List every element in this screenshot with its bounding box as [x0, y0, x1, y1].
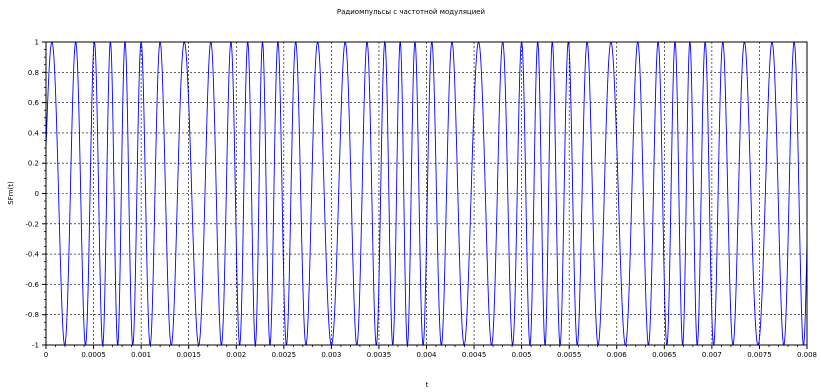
y-tick-label: 0.4 — [28, 129, 40, 137]
x-tick-label: 0.002 — [226, 351, 246, 359]
x-tick-label: 0.0065 — [652, 351, 677, 359]
chart-title: Радиомпульсы с частотной модуляцией — [337, 8, 485, 16]
x-tick-label: 0.0045 — [462, 351, 487, 359]
plot-frame — [45, 41, 808, 346]
x-tick-label: 0.0025 — [272, 351, 297, 359]
grid — [45, 41, 808, 346]
x-tick-label: 0.0005 — [81, 351, 106, 359]
y-tick-label: 0.2 — [28, 160, 39, 168]
y-axis-label: SFm(t) — [7, 181, 15, 205]
y-tick-label: 0.8 — [28, 69, 39, 77]
x-tick-label: 0.003 — [321, 351, 341, 359]
x-tick-label: 0.0015 — [176, 351, 201, 359]
x-tick-label: 0.0055 — [557, 351, 582, 359]
x-tick-label: 0.007 — [702, 351, 722, 359]
x-axis-label: t — [426, 381, 429, 389]
x-tick-label: 0 — [44, 351, 48, 359]
x-tick-label: 0.008 — [797, 351, 817, 359]
x-tick-label: 0.004 — [416, 351, 437, 359]
y-tick-label: -0.2 — [25, 220, 39, 228]
series-line — [45, 40, 808, 347]
y-tick-label: -0.4 — [25, 251, 39, 259]
x-tick-label: 0.0035 — [367, 351, 392, 359]
y-tick-label: -0.6 — [25, 281, 39, 289]
y-tick-label: -1 — [32, 342, 39, 350]
y-tick-label: 0.6 — [28, 99, 40, 107]
series-layer — [45, 40, 808, 347]
x-tick-label: 0.006 — [607, 351, 628, 359]
y-tick-label: 1 — [35, 39, 39, 47]
x-tick-label: 0.001 — [131, 351, 151, 359]
axes: 0 0.0005 0.001 0.0015 0.002 0.0025 0.003 0.0035… — [25, 39, 817, 360]
y-tick-label: -0.8 — [25, 311, 39, 319]
y-tick-label: 0 — [35, 190, 39, 198]
x-tick-label: 0.005 — [512, 351, 532, 359]
x-tick-label: 0.0075 — [747, 351, 772, 359]
